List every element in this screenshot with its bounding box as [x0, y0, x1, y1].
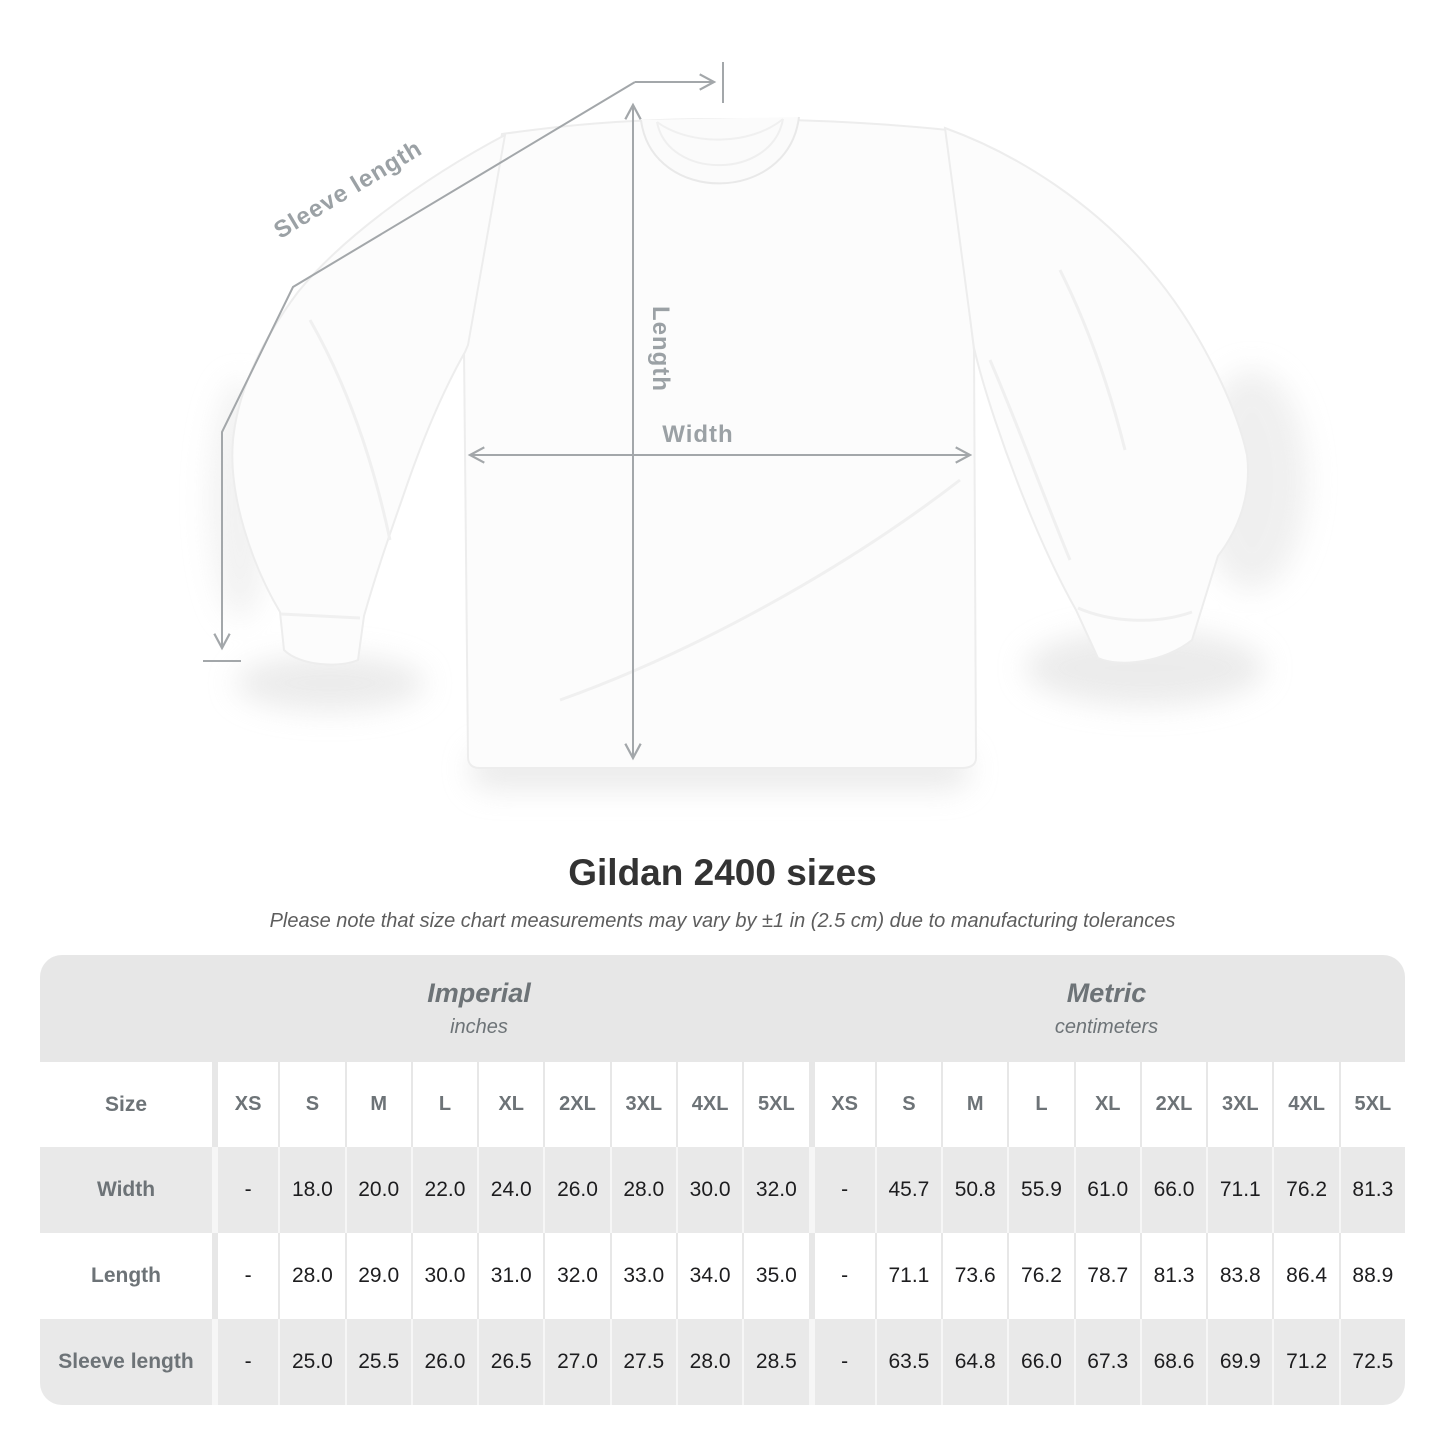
imperial-value: 32.0: [543, 1233, 610, 1319]
metric-section-header: Metric centimeters: [808, 955, 1405, 1062]
size-col-header: 5XL: [742, 1062, 809, 1147]
size-col-header: 3XL: [1206, 1062, 1273, 1147]
imperial-value: 31.0: [477, 1233, 544, 1319]
size-col-header: 3XL: [609, 1062, 676, 1147]
size-col-header: S: [278, 1062, 345, 1147]
imperial-title: Imperial: [427, 978, 531, 1008]
size-col-header: XS: [212, 1062, 279, 1147]
size-col-header: 4XL: [1272, 1062, 1339, 1147]
imperial-value: 28.0: [609, 1147, 676, 1233]
metric-value: 88.9: [1338, 1233, 1405, 1319]
imperial-value: 32.0: [742, 1147, 809, 1233]
size-header: Size: [40, 1062, 212, 1147]
imperial-value: 28.0: [675, 1319, 743, 1405]
imperial-unit: inches: [450, 1016, 508, 1038]
metric-value: 71.1: [874, 1233, 942, 1319]
size-col-header: L: [1007, 1062, 1074, 1147]
imperial-value: 24.0: [477, 1147, 544, 1233]
metric-value: 66.0: [1139, 1147, 1207, 1233]
size-col-header: 2XL: [1139, 1062, 1207, 1147]
size-col-header: XS: [808, 1062, 875, 1147]
imperial-value: 30.0: [675, 1147, 743, 1233]
metric-value: -: [808, 1319, 875, 1405]
metric-value: 71.2: [1272, 1319, 1339, 1405]
shirt-left-sleeve: [231, 133, 507, 666]
metric-value: 71.1: [1206, 1147, 1273, 1233]
imperial-value: 18.0: [278, 1147, 345, 1233]
imperial-value: -: [212, 1319, 279, 1405]
metric-value: 68.6: [1139, 1319, 1207, 1405]
width-label: Width: [662, 421, 733, 448]
imperial-value: -: [212, 1233, 279, 1319]
row-label: Length: [40, 1233, 212, 1319]
page-subtitle: Please note that size chart measurements…: [269, 910, 1176, 932]
imperial-value: 25.0: [278, 1319, 345, 1405]
size-col-header: 5XL: [1338, 1062, 1405, 1147]
metric-value: 72.5: [1338, 1319, 1405, 1405]
page-title: Gildan 2400 sizes: [568, 852, 877, 893]
metric-title: Metric: [1066, 978, 1147, 1008]
metric-value: -: [808, 1233, 875, 1319]
metric-value: 69.9: [1206, 1319, 1273, 1405]
imperial-value: 25.5: [344, 1319, 411, 1405]
metric-value: 73.6: [941, 1233, 1008, 1319]
imperial-value: 34.0: [675, 1233, 743, 1319]
metric-value: 45.7: [874, 1147, 942, 1233]
imperial-value: 28.5: [742, 1319, 809, 1405]
metric-value: 64.8: [941, 1319, 1008, 1405]
size-table: Imperial inches Metric centimeters Size X…: [40, 955, 1405, 1405]
size-col-header: 2XL: [543, 1062, 610, 1147]
metric-value: 78.7: [1073, 1233, 1140, 1319]
imperial-value: 27.0: [543, 1319, 610, 1405]
imperial-value: 33.0: [609, 1233, 676, 1319]
imperial-value: 30.0: [410, 1233, 478, 1319]
metric-value: 76.2: [1007, 1233, 1074, 1319]
metric-value: 86.4: [1272, 1233, 1339, 1319]
unit-header-band: Imperial inches Metric centimeters: [40, 955, 1405, 1062]
size-col-header: M: [344, 1062, 411, 1147]
shirt-body: [462, 117, 978, 769]
metric-value: -: [808, 1147, 875, 1233]
imperial-value: -: [212, 1147, 279, 1233]
metric-value: 61.0: [1073, 1147, 1140, 1233]
metric-value: 66.0: [1007, 1319, 1074, 1405]
length-label: Length: [647, 306, 674, 392]
size-col-header: M: [941, 1062, 1008, 1147]
metric-value: 81.3: [1139, 1233, 1207, 1319]
size-col-header: 4XL: [675, 1062, 743, 1147]
shirt-right-sleeve: [943, 126, 1249, 664]
imperial-value: 26.0: [543, 1147, 610, 1233]
row-label: Width: [40, 1147, 212, 1233]
imperial-section-header: Imperial inches: [40, 955, 808, 1062]
metric-value: 83.8: [1206, 1233, 1273, 1319]
imperial-value: 22.0: [410, 1147, 478, 1233]
imperial-value: 26.5: [477, 1319, 544, 1405]
imperial-value: 29.0: [344, 1233, 411, 1319]
imperial-value: 35.0: [742, 1233, 809, 1319]
metric-value: 67.3: [1073, 1319, 1140, 1405]
size-col-header: XL: [477, 1062, 544, 1147]
row-label: Sleeve length: [40, 1319, 212, 1405]
shirt-collar: [640, 116, 800, 185]
imperial-value: 27.5: [609, 1319, 676, 1405]
metric-value: 76.2: [1272, 1147, 1339, 1233]
size-col-header: L: [410, 1062, 478, 1147]
metric-value: 55.9: [1007, 1147, 1074, 1233]
measurement-lines: [203, 62, 973, 761]
shirt-fold-lines: [280, 269, 1193, 702]
imperial-value: 26.0: [410, 1319, 478, 1405]
size-grid: Size XS S M L XL 2XL 3XL 4XL 5XL XS S M L XL 2XL 3XL 4XL 5…: [40, 1062, 1405, 1405]
metric-value: 81.3: [1338, 1147, 1405, 1233]
metric-value: 50.8: [941, 1147, 1008, 1233]
metric-unit: centimeters: [1054, 1016, 1159, 1038]
size-col-header: XL: [1073, 1062, 1140, 1147]
metric-value: 63.5: [874, 1319, 942, 1405]
imperial-value: 20.0: [344, 1147, 411, 1233]
shirt-measurement-diagram: Sleeve length Length Width: [203, 62, 1307, 790]
size-col-header: S: [874, 1062, 942, 1147]
imperial-value: 28.0: [278, 1233, 345, 1319]
